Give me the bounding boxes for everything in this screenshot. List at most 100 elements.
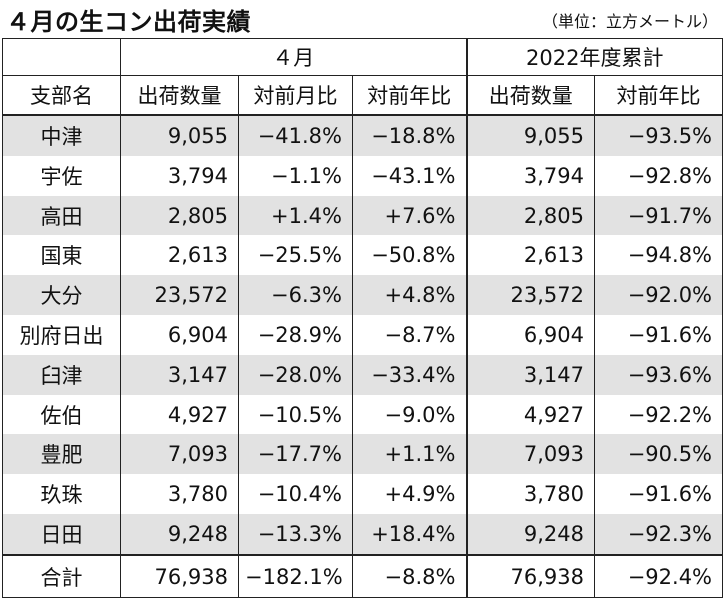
group-header-row: ４月 2022年度累計 — [2, 38, 724, 76]
yoy-april-cell: −43.1% — [352, 155, 467, 196]
column-header-shipment-april: 出荷数量 — [120, 75, 239, 116]
shipment-april-cell: 23,572 — [120, 275, 239, 316]
branch-name-cell: 玖珠 — [2, 474, 121, 515]
yoy-cumulative-cell: −94.8% — [593, 235, 724, 276]
yoy-april-cell: −9.0% — [352, 394, 467, 435]
yoy-cumulative-cell: −92.8% — [593, 155, 724, 196]
branch-name-cell: 宇佐 — [2, 155, 121, 196]
mom-april-cell: −1.1% — [238, 155, 353, 196]
table-row: 豊肥 7,093 −17.7% +1.1% 7,093 −90.5% — [2, 434, 724, 475]
shipment-cumulative-cell: 3,794 — [465, 155, 595, 196]
table-title: ４月の生コン出荷実績 — [6, 8, 251, 36]
shipment-cumulative-cell: 3,780 — [465, 474, 595, 515]
total-row: 合計 76,938 −182.1% −8.8% 76,938 −92.4% — [2, 554, 724, 598]
branch-name-cell: 別府日出 — [2, 315, 121, 355]
branch-name-cell: 大分 — [2, 275, 121, 316]
yoy-cumulative-cell: −90.5% — [593, 434, 724, 475]
shipment-cumulative-cell: 6,904 — [465, 315, 595, 355]
yoy-cumulative-cell: −92.3% — [593, 514, 724, 555]
yoy-cumulative-cell: −93.6% — [593, 354, 724, 395]
table-body: 中津 9,055 −41.8% −18.8% 9,055 −93.5% 宇佐 3,794 −1.… — [2, 115, 724, 555]
shipment-cumulative-cell: 9,055 — [465, 115, 595, 156]
total-shipment-april: 76,938 — [120, 554, 239, 598]
shipment-cumulative-cell: 23,572 — [465, 275, 595, 316]
mom-april-cell: −10.5% — [238, 394, 353, 435]
table-row: 佐伯 4,927 −10.5% −9.0% 4,927 −92.2% — [2, 394, 724, 435]
table-row: 大分 23,572 −6.3% +4.8% 23,572 −92.0% — [2, 275, 724, 316]
total-label: 合計 — [2, 554, 121, 598]
yoy-april-cell: −33.4% — [352, 354, 467, 395]
total-yoy-cumulative: −92.4% — [593, 554, 724, 598]
column-header-yoy-cumulative: 対前年比 — [593, 75, 724, 116]
table-row: 臼津 3,147 −28.0% −33.4% 3,147 −93.6% — [2, 354, 724, 395]
yoy-april-cell: +7.6% — [352, 195, 467, 236]
shipment-cumulative-cell: 3,147 — [465, 354, 595, 395]
shipment-april-cell: 3,780 — [120, 474, 239, 515]
branch-name-cell: 高田 — [2, 195, 121, 236]
column-header-branch: 支部名 — [2, 75, 121, 116]
shipment-april-cell: 3,794 — [120, 155, 239, 196]
mom-april-cell: −17.7% — [238, 434, 353, 475]
shipment-april-cell: 3,147 — [120, 354, 239, 395]
yoy-april-cell: −18.8% — [352, 115, 467, 156]
shipment-table: ４月 2022年度累計 支部名 出荷数量 対前月比 対前年比 出荷数量 対前年比… — [2, 38, 724, 598]
group-header-april: ４月 — [120, 38, 467, 76]
mom-april-cell: −28.0% — [238, 354, 353, 395]
mom-april-cell: −6.3% — [238, 275, 353, 316]
group-header-cumulative: 2022年度累計 — [465, 38, 724, 76]
mom-april-cell: −41.8% — [238, 115, 353, 156]
corner-cell — [2, 38, 121, 76]
column-header-yoy-april: 対前年比 — [352, 75, 467, 116]
yoy-cumulative-cell: −92.2% — [593, 394, 724, 435]
column-header-mom-april: 対前月比 — [238, 75, 353, 116]
table-row: 高田 2,805 +1.4% +7.6% 2,805 −91.7% — [2, 195, 724, 236]
mom-april-cell: −28.9% — [238, 315, 353, 355]
yoy-cumulative-cell: −93.5% — [593, 115, 724, 156]
yoy-april-cell: +1.1% — [352, 434, 467, 475]
shipment-cumulative-cell: 2,805 — [465, 195, 595, 236]
column-header-row: 支部名 出荷数量 対前月比 対前年比 出荷数量 対前年比 — [2, 75, 724, 116]
total-shipment-cumulative: 76,938 — [465, 554, 595, 598]
unit-label: （単位：立方メートル） — [541, 12, 718, 31]
column-header-shipment-cumulative: 出荷数量 — [465, 75, 595, 116]
branch-name-cell: 佐伯 — [2, 394, 121, 435]
shipment-april-cell: 2,805 — [120, 195, 239, 236]
shipment-cumulative-cell: 7,093 — [465, 434, 595, 475]
table-row: 国東 2,613 −25.5% −50.8% 2,613 −94.8% — [2, 235, 724, 276]
mom-april-cell: −10.4% — [238, 474, 353, 515]
shipment-cumulative-cell: 2,613 — [465, 235, 595, 276]
shipment-april-cell: 9,055 — [120, 115, 239, 156]
table-row: 宇佐 3,794 −1.1% −43.1% 3,794 −92.8% — [2, 155, 724, 196]
table-row: 中津 9,055 −41.8% −18.8% 9,055 −93.5% — [2, 115, 724, 156]
table-row: 日田 9,248 −13.3% +18.4% 9,248 −92.3% — [2, 514, 724, 555]
table-row: 玖珠 3,780 −10.4% +4.9% 3,780 −91.6% — [2, 474, 724, 515]
branch-name-cell: 国東 — [2, 235, 121, 276]
branch-name-cell: 日田 — [2, 514, 121, 555]
branch-name-cell: 豊肥 — [2, 434, 121, 475]
yoy-april-cell: +4.8% — [352, 275, 467, 316]
yoy-april-cell: −8.7% — [352, 315, 467, 355]
table-row: 別府日出 6,904 −28.9% −8.7% 6,904 −91.6% — [2, 315, 724, 355]
total-yoy-april: −8.8% — [352, 554, 467, 598]
mom-april-cell: −13.3% — [238, 514, 353, 555]
shipment-cumulative-cell: 9,248 — [465, 514, 595, 555]
yoy-cumulative-cell: −91.6% — [593, 315, 724, 355]
shipment-april-cell: 7,093 — [120, 434, 239, 475]
shipment-april-cell: 6,904 — [120, 315, 239, 355]
yoy-april-cell: −50.8% — [352, 235, 467, 276]
mom-april-cell: +1.4% — [238, 195, 353, 236]
shipment-april-cell: 9,248 — [120, 514, 239, 555]
mom-april-cell: −25.5% — [238, 235, 353, 276]
table-header-bar: ４月の生コン出荷実績 （単位：立方メートル） — [0, 0, 724, 36]
yoy-april-cell: +4.9% — [352, 474, 467, 515]
shipment-cumulative-cell: 4,927 — [465, 394, 595, 435]
branch-name-cell: 中津 — [2, 115, 121, 156]
shipment-april-cell: 4,927 — [120, 394, 239, 435]
yoy-cumulative-cell: −91.7% — [593, 195, 724, 236]
yoy-april-cell: +18.4% — [352, 514, 467, 555]
yoy-cumulative-cell: −92.0% — [593, 275, 724, 316]
branch-name-cell: 臼津 — [2, 354, 121, 395]
total-mom-april: −182.1% — [238, 554, 353, 598]
shipment-april-cell: 2,613 — [120, 235, 239, 276]
yoy-cumulative-cell: −91.6% — [593, 474, 724, 515]
